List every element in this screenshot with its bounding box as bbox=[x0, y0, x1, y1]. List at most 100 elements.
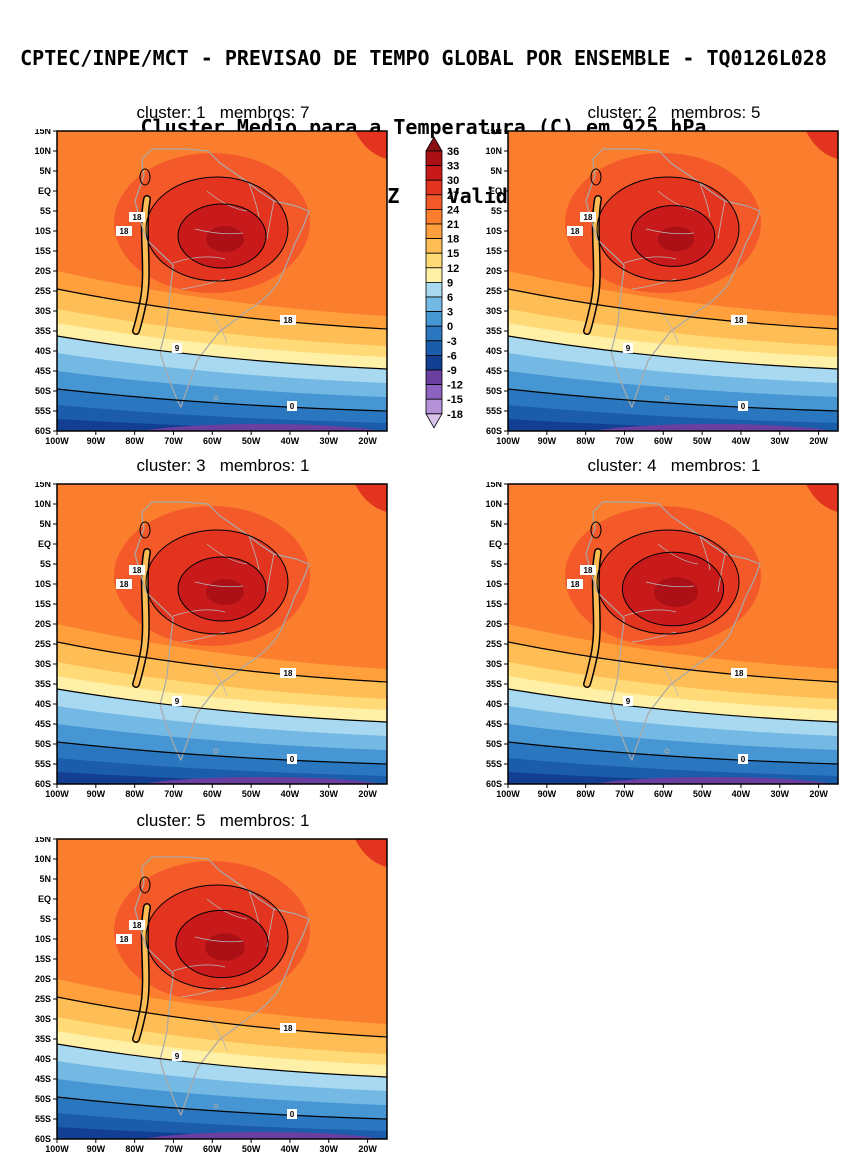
lon-tick-label: 50W bbox=[693, 789, 712, 799]
lat-tick-label: 30S bbox=[486, 659, 502, 669]
contour-label: 0 bbox=[287, 401, 297, 411]
lat-tick-label: 45S bbox=[35, 366, 51, 376]
lat-tick-label: 35S bbox=[35, 679, 51, 689]
svg-text:9: 9 bbox=[175, 697, 180, 706]
colorbar-segment bbox=[425, 194, 443, 210]
map-cluster-1: 18 18 18 9 0 15N 10N 5N EQ 5S 10S 15S 20S 25S 30S 35S 40… bbox=[34, 126, 388, 446]
lat-tick-label: 20S bbox=[486, 266, 502, 276]
contour-label: 18 bbox=[116, 934, 132, 944]
colorbar-label: 24 bbox=[447, 204, 460, 216]
svg-text:18: 18 bbox=[584, 213, 593, 222]
panel-title: cluster: 5 membros: 1 bbox=[136, 811, 310, 830]
lat-tick-label: EQ bbox=[38, 894, 51, 904]
lon-tick-label: 20W bbox=[358, 436, 377, 446]
panel-cluster-5: cluster: 5 membros: 1 18 18 18 9 0 15N 10N 5N EQ 5… bbox=[27, 811, 389, 1157]
lat-tick-label: 15S bbox=[486, 246, 502, 256]
lat-tick-label: 55S bbox=[35, 406, 51, 416]
panel-cluster-3: cluster: 3 membros: 1 18 18 18 9 0 15N 10N 5N EQ 5… bbox=[27, 456, 389, 804]
falkland-islands bbox=[213, 748, 219, 754]
colorbar-segment bbox=[425, 311, 443, 327]
contour-line bbox=[508, 288, 838, 330]
contour-line bbox=[57, 335, 387, 370]
svg-text:0: 0 bbox=[741, 402, 746, 411]
lat-tick-label: 5N bbox=[39, 166, 51, 176]
lat-tick-label: 15N bbox=[34, 482, 51, 489]
lon-tick-label: 80W bbox=[576, 436, 595, 446]
colorbar-label: 33 bbox=[447, 161, 459, 173]
contour-label: 0 bbox=[287, 1109, 297, 1119]
lat-tick-label: 45S bbox=[486, 719, 502, 729]
lat-tick-label: 30S bbox=[35, 1014, 51, 1024]
lat-tick-label: 50S bbox=[35, 386, 51, 396]
lat-tick-label: 15S bbox=[35, 599, 51, 609]
colorbar-label: 15 bbox=[447, 248, 459, 260]
lat-tick-label: 10S bbox=[486, 579, 502, 589]
lon-tick-label: 30W bbox=[320, 1144, 339, 1154]
lat-tick-label: 5S bbox=[40, 914, 51, 924]
lat-tick-label: 40S bbox=[35, 1054, 51, 1064]
lat-tick-label: 5S bbox=[40, 559, 51, 569]
panel-title: cluster: 2 membros: 5 bbox=[587, 103, 761, 122]
colorbar-label: -15 bbox=[447, 394, 463, 406]
svg-text:18: 18 bbox=[284, 669, 293, 678]
lat-tick-label: EQ bbox=[38, 186, 51, 196]
lat-tick-label: 25S bbox=[486, 286, 502, 296]
svg-text:9: 9 bbox=[626, 344, 631, 353]
colorbar-segment bbox=[425, 267, 443, 283]
temperature-field: 18 18 18 9 0 bbox=[508, 484, 838, 784]
colorbar-segment bbox=[425, 150, 443, 167]
lat-tick-label: 50S bbox=[35, 739, 51, 749]
lat-tick-label: 10S bbox=[486, 226, 502, 236]
svg-text:18: 18 bbox=[120, 580, 129, 589]
contour-label: 9 bbox=[623, 696, 633, 706]
svg-text:18: 18 bbox=[571, 227, 580, 236]
lat-tick-label: 55S bbox=[35, 759, 51, 769]
svg-text:18: 18 bbox=[284, 1024, 293, 1033]
lon-tick-label: 70W bbox=[615, 436, 634, 446]
contour-line bbox=[508, 388, 838, 412]
lat-tick-label: 50S bbox=[35, 1094, 51, 1104]
contour-line bbox=[508, 741, 838, 765]
coastline bbox=[585, 501, 761, 761]
colorbar-segment bbox=[425, 296, 443, 313]
contour-label: 9 bbox=[172, 343, 182, 353]
svg-text:9: 9 bbox=[175, 1052, 180, 1061]
temperature-field: 18 18 18 9 0 bbox=[508, 131, 838, 431]
lon-tick-label: 40W bbox=[732, 789, 751, 799]
lat-tick-label: 35S bbox=[35, 326, 51, 336]
lat-tick-label: 45S bbox=[35, 719, 51, 729]
lat-tick-label: 15S bbox=[486, 599, 502, 609]
lat-tick-label: 25S bbox=[35, 994, 51, 1004]
lat-tick-label: 55S bbox=[35, 1114, 51, 1124]
falkland-islands bbox=[213, 1103, 219, 1109]
lat-tick-label: 50S bbox=[486, 739, 502, 749]
lon-tick-label: 70W bbox=[164, 436, 183, 446]
lon-tick-label: 90W bbox=[87, 1144, 106, 1154]
lon-tick-label: 90W bbox=[87, 436, 106, 446]
svg-text:9: 9 bbox=[175, 344, 180, 353]
lat-tick-label: 10S bbox=[35, 934, 51, 944]
contour-label: 18 bbox=[567, 579, 583, 589]
temperature-field: 18 18 18 9 0 bbox=[57, 839, 387, 1139]
lat-tick-label: 50S bbox=[486, 386, 502, 396]
lat-tick-label: 10N bbox=[34, 854, 51, 864]
contour-line bbox=[57, 1043, 387, 1078]
contour-label: 18 bbox=[116, 226, 132, 236]
lon-tick-label: 80W bbox=[125, 789, 144, 799]
figure-title: CPTEC/INPE/MCT - PREVISAO DE TEMPO GLOBA… bbox=[20, 46, 827, 70]
lat-tick-label: 20S bbox=[486, 619, 502, 629]
lon-tick-label: 50W bbox=[693, 436, 712, 446]
svg-text:18: 18 bbox=[133, 921, 142, 930]
lon-tick-label: 30W bbox=[320, 789, 339, 799]
colorbar-segment bbox=[425, 369, 443, 386]
lat-tick-label: 60S bbox=[35, 1134, 51, 1144]
lon-tick-label: 100W bbox=[45, 436, 69, 446]
contour-line bbox=[57, 741, 387, 765]
lat-tick-label: 35S bbox=[486, 326, 502, 336]
lat-tick-label: 30S bbox=[35, 306, 51, 316]
coastline bbox=[134, 501, 310, 761]
colorbar-arrow-bottom bbox=[425, 413, 443, 429]
lon-tick-label: 100W bbox=[496, 436, 520, 446]
map-frame bbox=[56, 483, 388, 785]
lat-tick-label: EQ bbox=[489, 186, 502, 196]
